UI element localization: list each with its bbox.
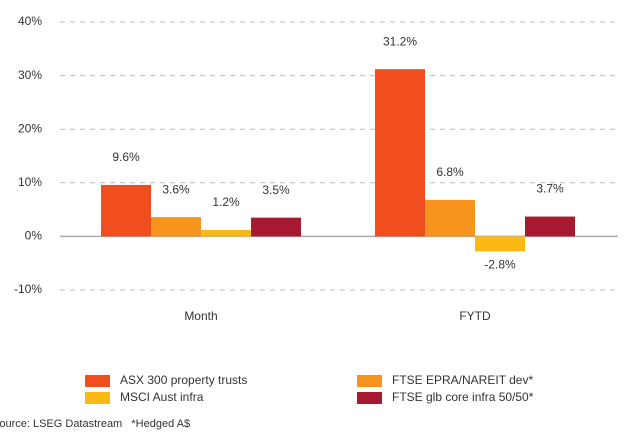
value-label: 31.2% <box>383 34 417 48</box>
legend-label: FTSE glb core infra 50/50* <box>392 390 534 404</box>
value-label: 3.6% <box>162 182 190 196</box>
value-label: -2.8% <box>484 258 516 272</box>
value-label: 1.2% <box>212 195 240 209</box>
bar <box>525 216 575 237</box>
bar <box>425 199 475 237</box>
legend-label: ASX 300 property trusts <box>120 373 247 387</box>
bar <box>475 236 525 252</box>
value-label: 9.6% <box>112 150 140 164</box>
source-note: Source: LSEG Datastream *Hedged A$ <box>0 418 190 430</box>
legend-label: MSCI Aust infra <box>120 390 204 404</box>
bar <box>251 217 301 237</box>
legend-swatch <box>85 392 110 404</box>
y-tick-label: 0% <box>25 229 43 243</box>
legend-swatch <box>357 392 382 404</box>
bar <box>201 229 251 237</box>
bar <box>101 184 151 237</box>
value-label: 3.5% <box>262 183 290 197</box>
legend-label: FTSE EPRA/NAREIT dev* <box>392 373 533 387</box>
y-tick-label: 20% <box>18 121 42 135</box>
y-tick-label: 10% <box>18 175 42 189</box>
value-label: 3.7% <box>536 182 564 196</box>
x-tick-label: FYTD <box>459 309 491 323</box>
bar <box>151 217 201 237</box>
y-tick-label: 30% <box>18 68 42 82</box>
legend-swatch <box>85 375 110 387</box>
x-tick-label: Month <box>184 309 217 323</box>
legend-swatch <box>357 375 382 387</box>
y-tick-label: -10% <box>14 282 42 296</box>
value-label: 6.8% <box>436 165 464 179</box>
bar <box>375 69 425 237</box>
y-tick-label: 40% <box>18 14 42 28</box>
